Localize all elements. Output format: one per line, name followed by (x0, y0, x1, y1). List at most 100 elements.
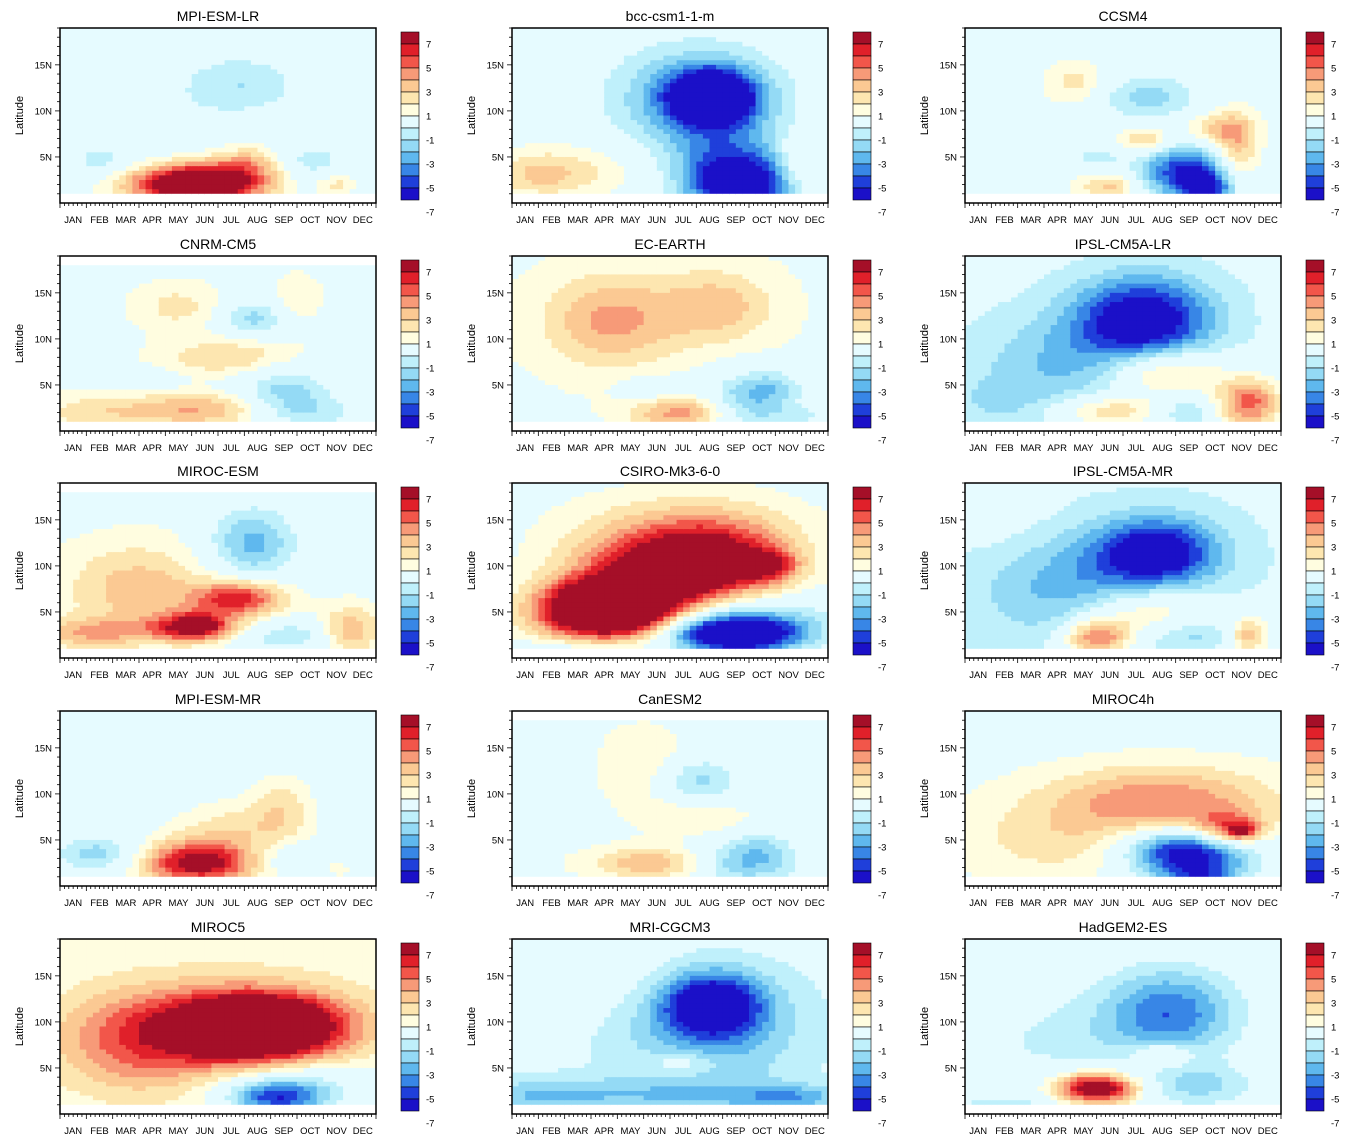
colorbar-swatch (400, 822, 420, 836)
x-tick-label: SEP (274, 670, 293, 681)
colorbar-swatch (1305, 870, 1325, 884)
colorbar-label: 7 (426, 951, 431, 962)
colorbar-swatch (852, 115, 872, 129)
y-tick-label: 10N (487, 106, 505, 117)
x-tick-label: MAY (1074, 1126, 1095, 1137)
y-axis-label: Latitude (919, 551, 931, 590)
panel-title: MRI-CGCM3 (630, 919, 711, 935)
panel-svg: bcc-csm1-1-m JAN FEB MAR APR MAY JUN JUL AUG SEP O… (466, 8, 886, 226)
x-tick-label: DEC (353, 215, 373, 226)
colorbar-swatch (852, 1014, 872, 1028)
colorbar-label: -3 (426, 843, 434, 854)
y-tick-label: 15N (487, 288, 505, 299)
x-tick-label: AUG (1152, 443, 1173, 454)
y-tick-label: 15N (35, 515, 53, 526)
colorbar-swatch (852, 606, 872, 620)
x-tick-label: DEC (353, 898, 373, 909)
colorbar-swatch (852, 570, 872, 584)
colorbar-swatch (852, 1062, 872, 1076)
colorbar-swatch (852, 1098, 872, 1112)
colorbar: 7 5 3 1 -1 -3 -5 -7 (1305, 486, 1339, 674)
colorbar-label: -7 (1331, 436, 1339, 447)
colorbar-swatch (852, 1050, 872, 1064)
x-tick-label: JAN (516, 898, 534, 909)
y-axis: 5N 10N 15N (487, 938, 512, 1106)
colorbar-label: 5 (878, 292, 883, 303)
x-tick-label: JUL (1128, 898, 1145, 909)
colorbar: 7 5 3 1 -1 -3 -5 -7 (852, 942, 886, 1130)
x-tick-label: SEP (274, 1126, 293, 1137)
colorbar-label: 3 (878, 771, 883, 782)
colorbar-swatch (1305, 367, 1325, 381)
colorbar-swatch (1305, 163, 1325, 177)
x-tick-label: APR (1047, 898, 1067, 909)
panel-mpi-esm-lr: MPI-ESM-LR JAN FEB MAR APR MAY JUN JUL AUG SEP OCT… (0, 0, 450, 228)
x-tick-label: FEB (542, 898, 560, 909)
panel-svg: MPI-ESM-MR JAN FEB MAR APR MAY JUN JUL AUG SEP OCT… (14, 691, 434, 909)
x-tick-label: NOV (326, 1126, 347, 1137)
colorbar-swatch (852, 163, 872, 177)
x-tick-label: NOV (326, 215, 347, 226)
x-tick-label: JUN (196, 898, 215, 909)
colorbar-swatch (400, 67, 420, 81)
colorbar-label: -5 (1331, 412, 1339, 423)
y-axis: 5N 10N 15N (35, 255, 60, 423)
colorbar-swatch (1305, 990, 1325, 1004)
colorbar-swatch (400, 1098, 420, 1112)
colorbar-label: 1 (878, 1023, 883, 1034)
x-tick-label: MAR (567, 215, 588, 226)
panel-svg: MIROC4h JAN FEB MAR APR MAY JUN JUL AUG SEP OCT NOV… (919, 691, 1339, 909)
colorbar-label: 3 (1331, 88, 1336, 99)
y-tick-label: 10N (35, 789, 53, 800)
colorbar-swatch (400, 187, 420, 201)
colorbar-swatch (400, 343, 420, 357)
colorbar-swatch (400, 295, 420, 309)
colorbar-swatch (400, 307, 420, 321)
colorbar-swatch (852, 1038, 872, 1052)
x-tick-label: SEP (1179, 1126, 1198, 1137)
x-tick-label: DEC (1258, 215, 1278, 226)
panel-title: MPI-ESM-MR (175, 691, 261, 707)
colorbar-swatch (400, 630, 420, 644)
x-tick-label: AUG (1152, 215, 1173, 226)
colorbar-label: -3 (1331, 843, 1339, 854)
x-tick-label: MAY (621, 898, 642, 909)
colorbar-label: 1 (878, 567, 883, 578)
colorbar-swatch (400, 546, 420, 560)
colorbar-label: -1 (878, 591, 886, 602)
x-axis: JAN FEB MAR APR MAY JUN JUL AUG SEP OCT NOV DEC (511, 658, 829, 681)
heatmap-field (965, 28, 1282, 204)
colorbar-swatch (400, 978, 420, 992)
x-tick-label: NOV (778, 443, 799, 454)
panel-csiro-mk3-6-0: CSIRO-Mk3-6-0 JAN FEB MAR APR MAY JUN JUL AUG SEP… (452, 455, 902, 683)
x-tick-label: NOV (1231, 898, 1252, 909)
colorbar-label: 3 (426, 88, 431, 99)
x-tick-label: SEP (726, 1126, 745, 1137)
panel-mri-cgcm3: MRI-CGCM3 JAN FEB MAR APR MAY JUN JUL AUG SEP OCT N… (452, 911, 902, 1139)
colorbar-swatch (852, 522, 872, 536)
x-tick-label: MAY (169, 1126, 190, 1137)
colorbar-swatch (400, 1002, 420, 1016)
x-tick-label: JUL (223, 898, 240, 909)
x-tick-label: JUN (648, 1126, 667, 1137)
x-tick-label: JUN (196, 215, 215, 226)
colorbar-swatch (1305, 127, 1325, 141)
x-tick-label: NOV (326, 443, 347, 454)
colorbar-swatch (852, 43, 872, 57)
y-tick-label: 10N (487, 789, 505, 800)
y-tick-label: 5N (945, 1063, 957, 1074)
colorbar-swatch (400, 870, 420, 884)
colorbar-swatch (852, 546, 872, 560)
colorbar-label: -3 (1331, 388, 1339, 399)
x-tick-label: SEP (1179, 898, 1198, 909)
x-tick-label: MAR (1020, 1126, 1041, 1137)
x-tick-label: SEP (274, 215, 293, 226)
x-tick-label: MAR (567, 1126, 588, 1137)
x-tick-label: JUN (648, 215, 667, 226)
x-tick-label: MAR (567, 898, 588, 909)
x-tick-label: MAY (169, 443, 190, 454)
x-tick-label: AUG (247, 443, 268, 454)
colorbar: 7 5 3 1 -1 -3 -5 -7 (400, 31, 434, 219)
colorbar-label: 1 (878, 795, 883, 806)
colorbar-swatch (852, 978, 872, 992)
